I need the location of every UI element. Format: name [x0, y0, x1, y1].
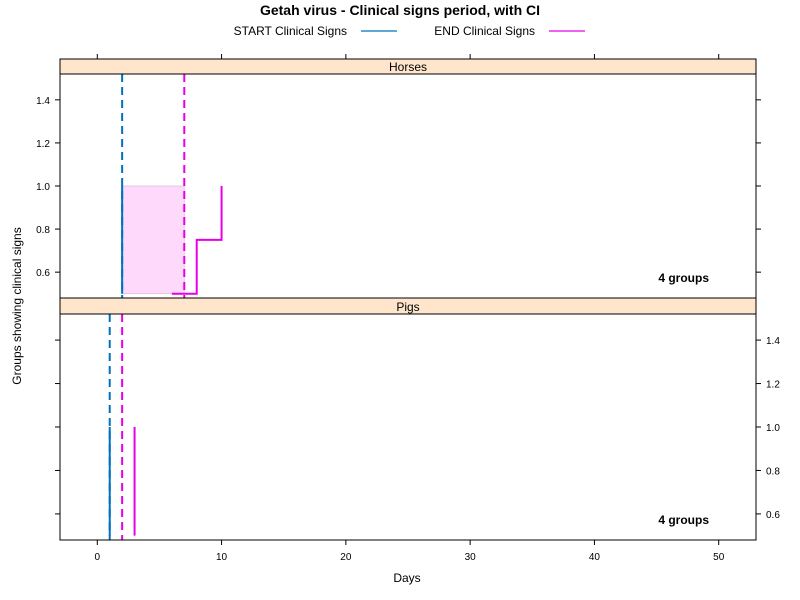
- y-tick-label-pigs: 1.4: [766, 336, 780, 347]
- y-tick-label-horses: 0.6: [36, 268, 50, 279]
- panel-strip-label-horses: Horses: [389, 60, 427, 74]
- x-tick-label: 40: [589, 552, 601, 563]
- panel-strip-label-pigs: Pigs: [396, 300, 419, 314]
- y-tick-label-horses: 0.8: [36, 225, 50, 236]
- panel-border-pigs: [59, 313, 757, 541]
- groups-label-horses: 4 groups: [658, 271, 709, 285]
- y-tick-label-pigs: 1.2: [766, 380, 780, 391]
- y-tick-label-pigs: 0.6: [766, 510, 780, 521]
- x-tick-label: 10: [216, 552, 228, 563]
- legend-label-end: END Clinical Signs: [434, 24, 535, 38]
- panels: Horses 0.6 0.8 1.0 1.2 1.4 4 groups Pigs 0.6 0.8 1…: [36, 58, 780, 541]
- y-tick-label-pigs: 0.8: [766, 466, 780, 477]
- y-tick-label-horses: 1.2: [36, 139, 50, 150]
- y-tick-label-horses: 1.0: [36, 182, 50, 193]
- x-tick-label: 50: [713, 552, 725, 563]
- x-axis: 0 10 20 30 40 50: [95, 54, 725, 563]
- y-tick-label-pigs: 1.0: [766, 423, 780, 434]
- ci-band-horses: [121, 185, 185, 295]
- chart-title: Getah virus - Clinical signs period, wit…: [260, 2, 540, 18]
- x-tick-label: 0: [95, 552, 101, 563]
- x-tick-label: 20: [340, 552, 352, 563]
- legend: START Clinical Signs END Clinical Signs: [234, 24, 585, 38]
- x-tick-label: 30: [465, 552, 477, 563]
- panel-pigs: Pigs 0.6 0.8 1.0 1.2 1.4 4 groups: [55, 297, 780, 541]
- panel-horses: Horses 0.6 0.8 1.0 1.2 1.4 4 groups: [36, 58, 761, 299]
- x-axis-title: Days: [393, 571, 420, 585]
- end-series-horses: [171, 186, 223, 295]
- groups-label-pigs: 4 groups: [658, 513, 709, 527]
- legend-label-start: START Clinical Signs: [234, 24, 347, 38]
- y-tick-label-horses: 1.4: [36, 96, 50, 107]
- y-axis-title: Groups showing clinical signs: [10, 227, 24, 384]
